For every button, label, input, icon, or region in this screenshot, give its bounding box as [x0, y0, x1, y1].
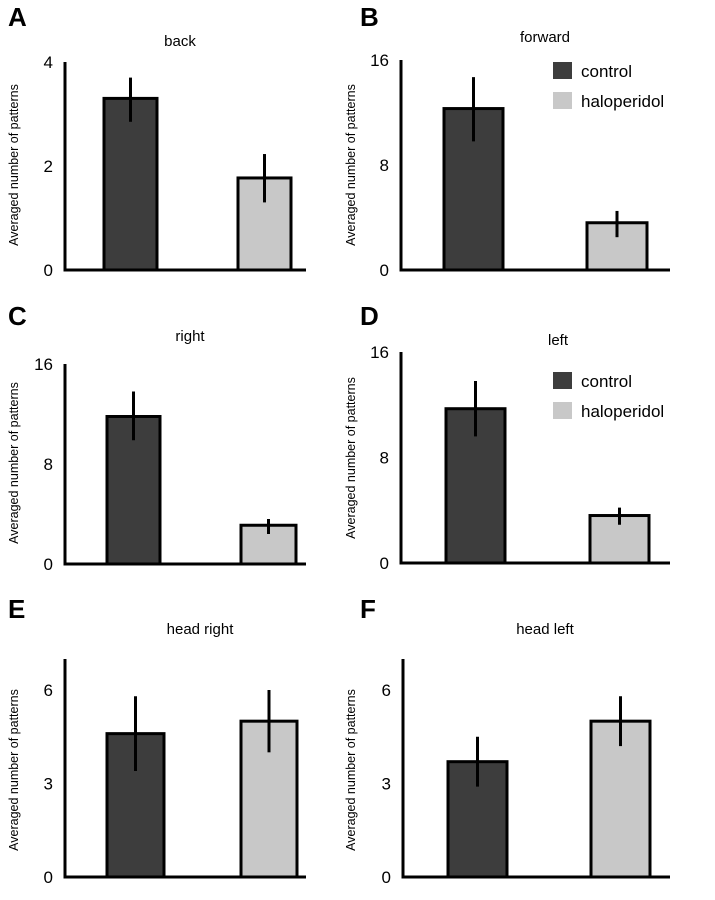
- legend-swatch-control: [553, 372, 572, 389]
- legend-label-haloperidol: haloperidol: [581, 402, 664, 421]
- y-tick-label: 3: [44, 775, 53, 794]
- panel-letter: A: [8, 2, 27, 32]
- y-tick-label: 16: [34, 355, 53, 374]
- legend-label-haloperidol: haloperidol: [581, 92, 664, 111]
- y-tick-label: 8: [380, 156, 389, 175]
- panel-letter: B: [360, 2, 379, 32]
- bar-haloperidol: [589, 719, 652, 879]
- y-axis-label: Averaged number of patterns: [7, 84, 21, 246]
- y-tick-label: 16: [370, 51, 389, 70]
- y-axis-label: Averaged number of patterns: [7, 689, 21, 851]
- y-axis-label: Averaged number of patterns: [344, 689, 358, 851]
- panel-title: right: [175, 328, 205, 345]
- bar-control: [102, 96, 159, 272]
- y-axis-label: Averaged number of patterns: [7, 382, 21, 544]
- y-tick-label: 0: [44, 555, 53, 574]
- legend-label-control: control: [581, 62, 632, 81]
- panel-title: head right: [167, 621, 235, 638]
- y-axis-label: Averaged number of patterns: [344, 84, 358, 246]
- legend-swatch-haloperidol: [553, 92, 572, 109]
- y-tick-label: 2: [44, 157, 53, 176]
- panel-title: left: [548, 332, 569, 349]
- panel-letter: D: [360, 301, 379, 331]
- y-tick-label: 8: [380, 449, 389, 468]
- y-tick-label: 4: [44, 53, 53, 72]
- panel-title: head left: [516, 621, 574, 638]
- y-tick-label: 0: [382, 868, 391, 887]
- y-tick-label: 0: [44, 868, 53, 887]
- y-tick-label: 16: [370, 343, 389, 362]
- legend-swatch-haloperidol: [553, 402, 572, 419]
- panel-letter: F: [360, 594, 376, 624]
- y-tick-label: 0: [44, 261, 53, 280]
- panel-letter: C: [8, 301, 27, 331]
- panel-title: forward: [520, 29, 570, 46]
- legend: control haloperidol: [553, 372, 664, 421]
- y-axis-label: Averaged number of patterns: [344, 377, 358, 539]
- legend: control haloperidol: [553, 62, 664, 111]
- y-tick-label: 0: [380, 261, 389, 280]
- y-tick-label: 3: [382, 775, 391, 794]
- y-tick-label: 8: [44, 455, 53, 474]
- legend-label-control: control: [581, 372, 632, 391]
- y-tick-label: 6: [382, 681, 391, 700]
- legend-swatch-control: [553, 62, 572, 79]
- y-tick-label: 0: [380, 554, 389, 573]
- y-tick-label: 6: [44, 681, 53, 700]
- panel-letter: E: [8, 594, 25, 624]
- panel-title: back: [164, 33, 196, 50]
